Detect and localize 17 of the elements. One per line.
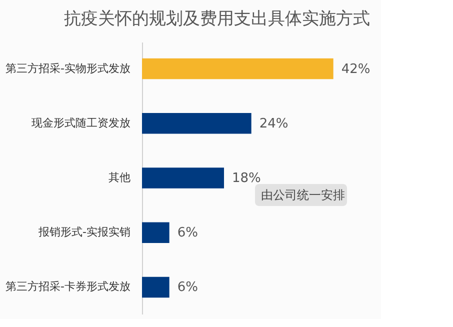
y-tick-label: 第三方招采-卡券形式发放 [6,280,130,294]
y-tick-label: 现金形式随工资发放 [32,116,130,130]
bar [142,58,334,80]
data-label: 18% [232,171,261,186]
bar [142,222,170,243]
bar [142,276,170,298]
y-tick-label: 第三方招采-实物形式发放 [6,62,130,75]
data-label: 6% [177,226,198,241]
data-label: 42% [341,62,370,77]
bar [142,113,252,134]
chart-title: 抗疫关怀的规划及费用支出具体实施方式 [64,9,370,29]
y-tick-label: 报销形式-实报实销 [38,226,130,239]
annotation: 由公司统一安排 [261,188,345,202]
y-tick-label: 其他 [108,171,130,184]
data-label: 6% [177,280,198,296]
bar [142,168,224,188]
data-label: 24% [259,116,288,132]
